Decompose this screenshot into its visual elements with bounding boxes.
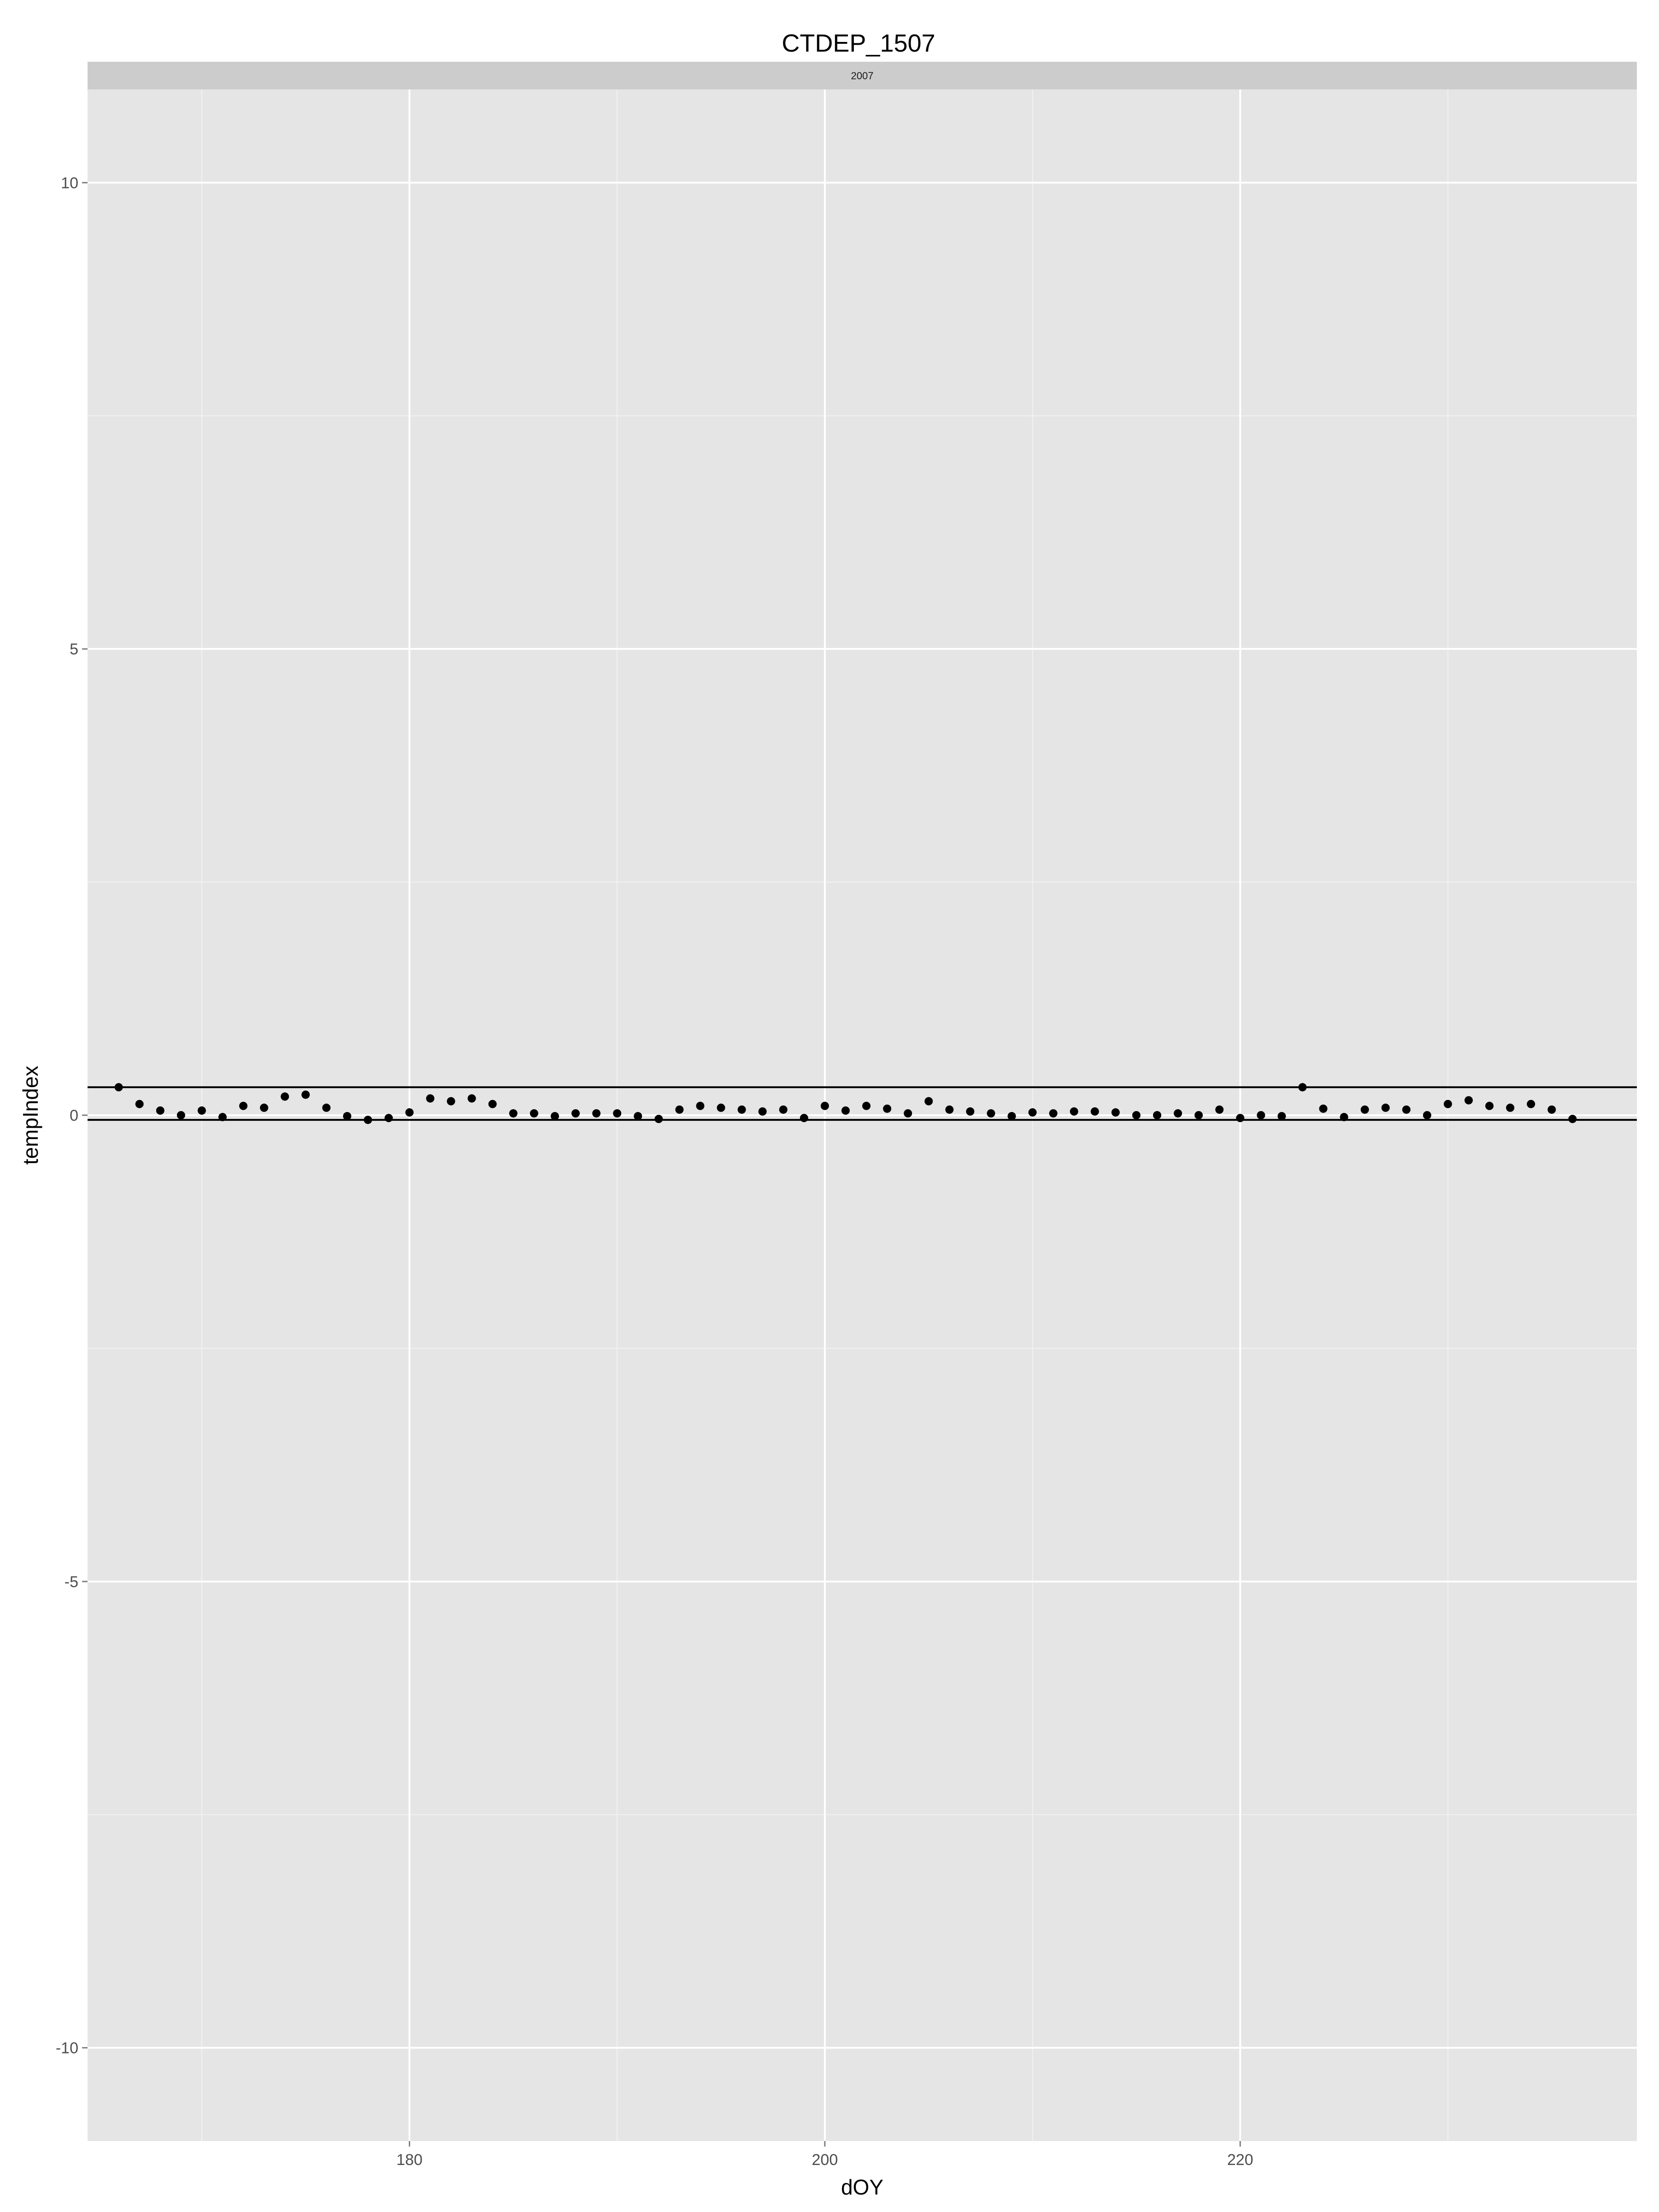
data-point <box>1111 1108 1120 1117</box>
data-point <box>551 1112 559 1121</box>
axis-ticks <box>82 182 1241 2147</box>
data-point <box>1506 1103 1515 1112</box>
y-tick-label: -10 <box>56 2040 78 2057</box>
data-point <box>447 1097 455 1106</box>
data-point <box>1277 1112 1286 1121</box>
data-point <box>1360 1105 1369 1114</box>
data-point <box>343 1112 352 1121</box>
data-point <box>1568 1115 1577 1124</box>
x-tick-label: 180 <box>396 2151 423 2169</box>
data-point <box>260 1103 269 1112</box>
data-point <box>1485 1101 1494 1110</box>
data-point <box>467 1094 476 1103</box>
data-point <box>156 1106 165 1115</box>
data-point <box>592 1109 601 1118</box>
data-point <box>384 1114 393 1123</box>
y-tick-label: 10 <box>61 174 78 192</box>
data-point <box>1340 1113 1348 1122</box>
data-point <box>1319 1104 1328 1113</box>
data-point <box>1153 1111 1161 1119</box>
data-point <box>1257 1111 1265 1119</box>
data-point <box>322 1103 331 1112</box>
data-point <box>654 1115 663 1124</box>
data-point <box>1174 1109 1182 1118</box>
data-point <box>613 1109 622 1118</box>
data-point <box>1402 1105 1411 1114</box>
y-tick-label: -5 <box>65 1573 78 1591</box>
y-tick-label: 5 <box>70 641 78 658</box>
data-point <box>405 1108 414 1117</box>
data-point <box>1443 1100 1452 1108</box>
data-point <box>1423 1111 1431 1119</box>
data-point <box>1215 1105 1224 1114</box>
data-point <box>841 1106 850 1115</box>
data-point <box>197 1106 206 1115</box>
facet-strip <box>88 62 1637 89</box>
data-point <box>966 1107 975 1116</box>
data-point <box>800 1114 808 1123</box>
data-point <box>218 1113 227 1122</box>
data-point <box>737 1105 746 1114</box>
data-point <box>717 1103 725 1112</box>
x-tick-label: 200 <box>812 2151 838 2169</box>
x-axis-tick-labels: 180 200 220 <box>396 2151 1253 2169</box>
data-point <box>1194 1111 1203 1119</box>
data-point <box>862 1101 871 1110</box>
chart-title: CTDEP_1507 <box>782 29 935 57</box>
data-point <box>696 1101 705 1110</box>
data-point <box>758 1107 767 1116</box>
data-point <box>281 1092 289 1101</box>
data-point <box>1547 1105 1556 1114</box>
y-axis-title: tempIndex <box>18 1066 42 1165</box>
data-point <box>488 1100 497 1108</box>
data-point <box>114 1083 123 1092</box>
data-point <box>675 1105 684 1114</box>
data-point <box>904 1109 912 1118</box>
data-point <box>301 1090 310 1099</box>
data-point <box>1132 1111 1141 1119</box>
data-point <box>1049 1109 1058 1118</box>
data-point <box>529 1109 538 1118</box>
data-point <box>883 1104 892 1113</box>
data-point <box>1527 1100 1535 1108</box>
data-point <box>1007 1112 1016 1121</box>
data-point <box>364 1116 372 1124</box>
data-point <box>634 1112 642 1121</box>
data-point <box>820 1101 829 1110</box>
data-point <box>571 1109 580 1118</box>
data-point <box>779 1105 788 1114</box>
facet-strip-label: 2007 <box>851 70 874 82</box>
data-point <box>945 1105 954 1114</box>
x-axis-title: dOY <box>841 2175 883 2199</box>
x-tick-label: 220 <box>1227 2151 1253 2169</box>
y-axis-tick-labels: 10 5 0 -5 -10 <box>56 174 78 2057</box>
data-point <box>1028 1108 1037 1117</box>
data-point <box>924 1097 933 1106</box>
data-point <box>1070 1107 1078 1116</box>
data-point <box>1090 1107 1099 1116</box>
data-point <box>509 1109 518 1118</box>
data-point <box>239 1101 248 1110</box>
data-point <box>426 1094 435 1103</box>
data-point <box>1236 1114 1245 1123</box>
data-point <box>1298 1083 1307 1092</box>
data-point <box>1464 1096 1473 1105</box>
y-tick-label: 0 <box>70 1107 78 1124</box>
data-point <box>176 1111 185 1119</box>
data-point <box>987 1109 995 1118</box>
data-points <box>114 1083 1577 1124</box>
data-point <box>135 1100 144 1108</box>
data-point <box>1381 1103 1390 1112</box>
